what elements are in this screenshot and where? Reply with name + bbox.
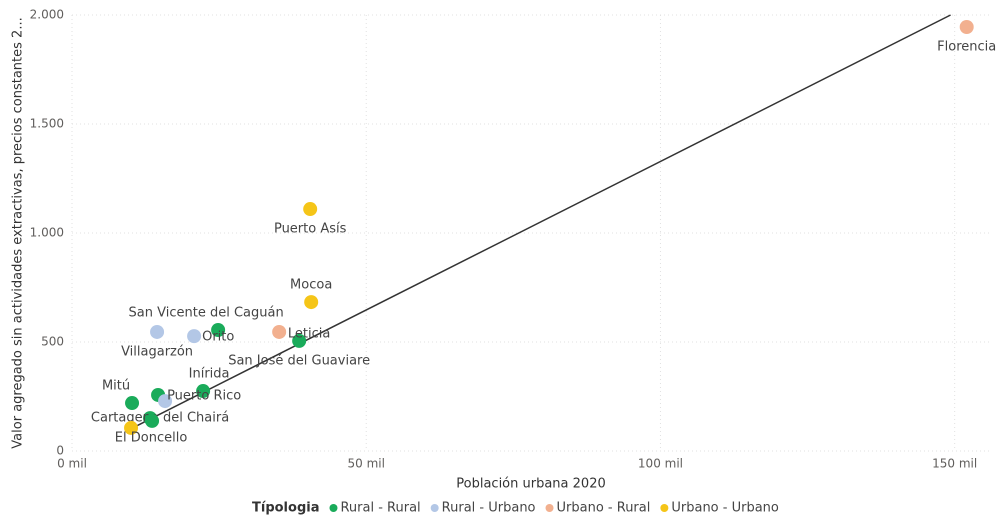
legend-title: Típologia: [252, 501, 319, 516]
legend-marker: [329, 504, 338, 512]
legend-marker: [545, 504, 554, 512]
trend-line: [127, 14, 951, 431]
point-label: San José del Guaviare: [228, 353, 370, 368]
x-tick-label: 100 mil: [638, 457, 683, 471]
scatter-point: [292, 333, 307, 348]
x-axis-label: Población urbana 2020: [456, 477, 605, 492]
legend-label: Urbano - Rural: [557, 501, 651, 516]
point-label: Villagarzón: [121, 344, 193, 359]
y-tick-label: 2.000: [30, 8, 64, 22]
point-label: San Vicente del Caguán: [129, 306, 284, 321]
point-label: Puerto Rico: [167, 389, 241, 404]
point-label: El Doncello: [115, 430, 188, 445]
scatter-point: [303, 202, 318, 217]
scatter-point: [150, 324, 165, 339]
legend-marker: [660, 504, 669, 512]
scatter-point: [125, 396, 140, 411]
point-label: Inírida: [189, 367, 230, 382]
point-label: Florencia: [937, 39, 996, 54]
point-label: Cartagena del Chairá: [91, 411, 229, 426]
y-tick-label: 0: [56, 444, 64, 458]
x-tick-label: 150 mil: [932, 457, 977, 471]
scatter-point: [304, 295, 319, 310]
y-axis-label: Valor agregado sin actividades extractiv…: [11, 17, 26, 448]
scatter-point: [272, 324, 287, 339]
legend-marker: [430, 504, 439, 512]
scatter-point: [211, 323, 226, 338]
legend-label: Urbano - Urbano: [671, 501, 779, 516]
scatter-point: [145, 413, 160, 428]
point-label: Mocoa: [290, 278, 332, 293]
x-tick-label: 0 mil: [57, 457, 87, 471]
point-label: Orito: [202, 330, 234, 345]
scatter-point: [124, 420, 139, 435]
scatter-point: [187, 329, 202, 344]
legend-label: Rural - Urbano: [442, 501, 536, 516]
point-label: Puerto Asís: [274, 222, 347, 237]
point-label: Leticia: [288, 326, 330, 341]
point-label: Mitú: [102, 379, 130, 394]
scatter-point: [959, 19, 974, 34]
y-tick-label: 1.000: [30, 226, 64, 240]
scatter-point: [158, 394, 173, 409]
y-tick-label: 500: [41, 335, 64, 349]
y-tick-label: 1.500: [30, 117, 64, 131]
legend-label: Rural - Rural: [340, 501, 420, 516]
x-tick-label: 50 mil: [348, 457, 385, 471]
scatter-point: [196, 384, 211, 399]
